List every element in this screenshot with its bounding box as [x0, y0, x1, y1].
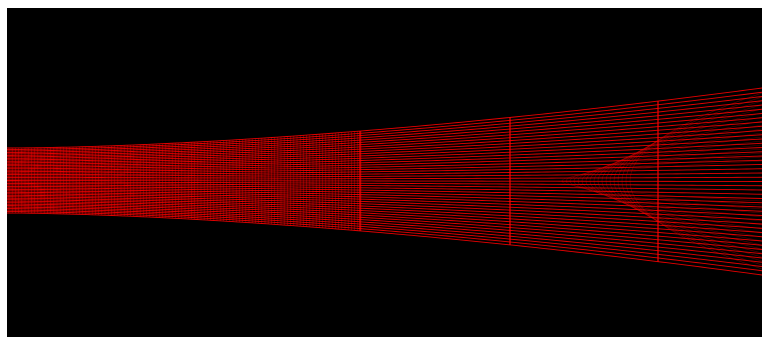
- page: (() => { const ns = 'http://www.w3.org/2…: [0, 0, 762, 337]
- viewport: [0, 0, 762, 337]
